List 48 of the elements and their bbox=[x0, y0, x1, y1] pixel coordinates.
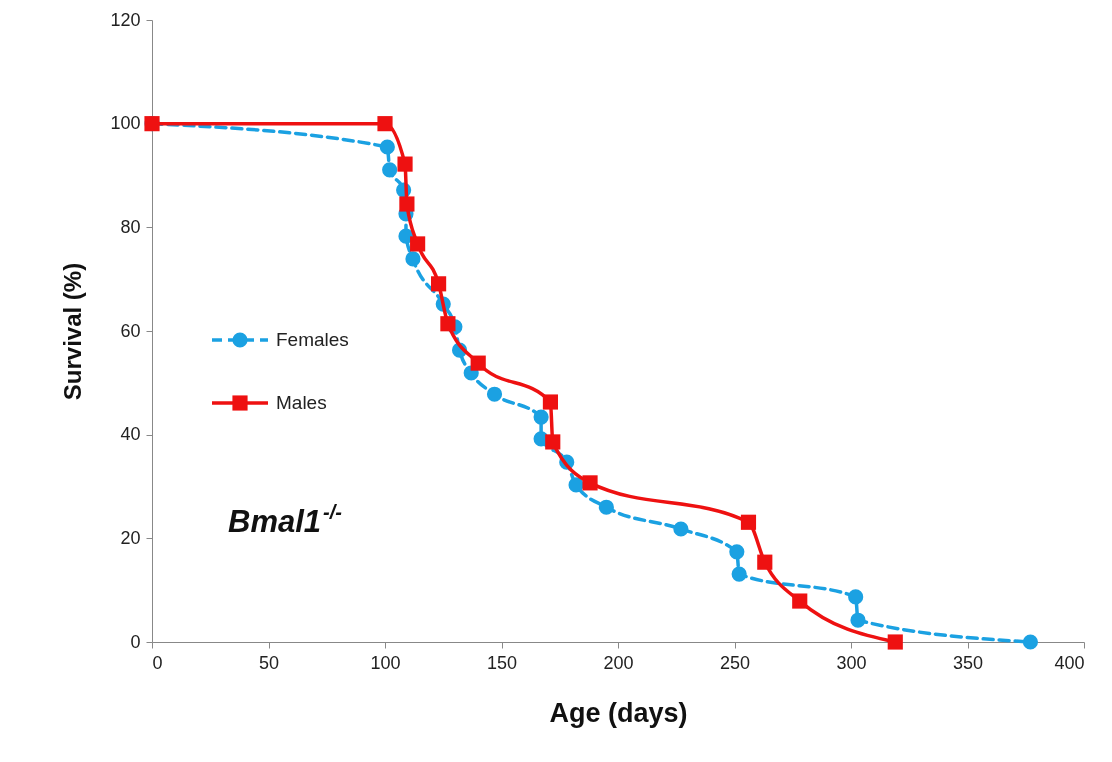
point bbox=[757, 554, 773, 570]
x-tick-label: 50 bbox=[258, 652, 280, 673]
x-tick-label: 300 bbox=[836, 652, 867, 673]
annotation: Bmal1-/- bbox=[228, 501, 343, 539]
y-tick-label: 0 bbox=[130, 631, 141, 652]
x-tick-label: 250 bbox=[719, 652, 751, 673]
point bbox=[1022, 634, 1038, 650]
x-tick-label: 0 bbox=[152, 652, 163, 673]
point bbox=[848, 589, 864, 605]
x-tick-label: 150 bbox=[486, 652, 518, 673]
y-tick-label: 60 bbox=[120, 320, 141, 341]
point bbox=[399, 196, 415, 212]
point bbox=[440, 316, 456, 332]
point bbox=[542, 394, 559, 410]
point bbox=[431, 276, 447, 292]
x-tick-label: 400 bbox=[1054, 652, 1085, 673]
point bbox=[545, 434, 561, 450]
x-tick-label: 200 bbox=[603, 652, 634, 673]
point bbox=[850, 612, 866, 628]
point bbox=[486, 386, 503, 402]
point bbox=[792, 593, 808, 609]
point bbox=[582, 475, 598, 491]
y-tick-label: 120 bbox=[110, 9, 141, 30]
point bbox=[598, 499, 614, 515]
point bbox=[382, 162, 398, 178]
point bbox=[729, 544, 745, 560]
point bbox=[568, 477, 584, 493]
x-tick-label: 350 bbox=[952, 652, 984, 673]
x-axis-title: Age (days) bbox=[549, 697, 688, 728]
point bbox=[405, 251, 421, 267]
point bbox=[533, 409, 549, 425]
point bbox=[887, 634, 903, 650]
x-tick-label: 100 bbox=[370, 652, 401, 673]
point bbox=[731, 566, 747, 582]
y-tick-label: 100 bbox=[110, 113, 141, 134]
point bbox=[377, 116, 393, 132]
legend-label: Females bbox=[276, 329, 349, 350]
y-tick-label: 20 bbox=[120, 527, 141, 548]
y-axis-title: Survival (%) bbox=[59, 262, 87, 401]
point bbox=[470, 355, 486, 371]
point bbox=[740, 514, 757, 530]
point bbox=[673, 521, 689, 537]
legend-label: Males bbox=[276, 392, 327, 413]
y-tick-label: 80 bbox=[120, 216, 141, 237]
point bbox=[397, 156, 413, 172]
point bbox=[379, 139, 395, 155]
y-tick-label: 40 bbox=[120, 424, 141, 445]
point bbox=[410, 236, 426, 252]
